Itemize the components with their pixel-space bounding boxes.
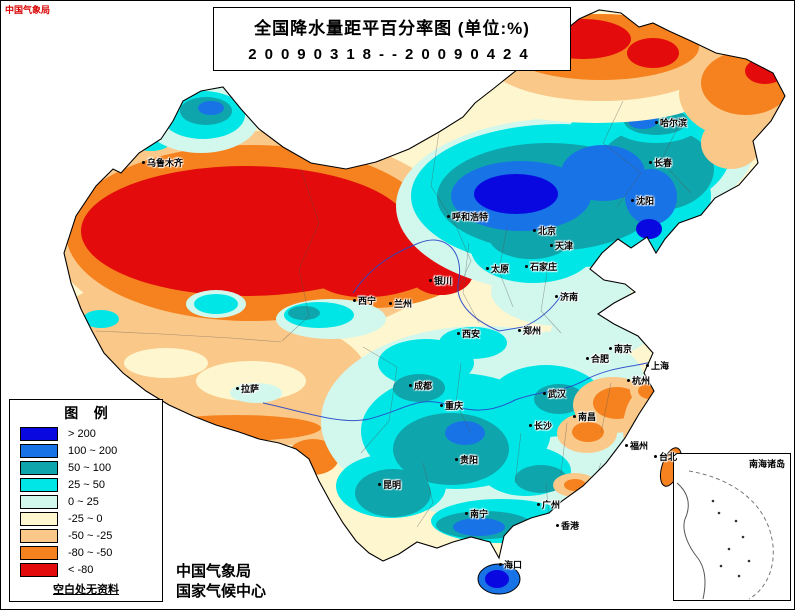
inset-islands: [711, 499, 751, 578]
legend-no-data-note: 空白处无资料: [53, 584, 119, 596]
legend-swatch: [20, 545, 58, 560]
legend-item: 50 ~ 100: [10, 460, 162, 475]
china-outline: [63, 9, 786, 562]
legend-label: 50 ~ 100: [68, 461, 112, 474]
legend-swatch: [20, 494, 58, 509]
inset-dash-line: [688, 470, 774, 600]
legend-item: < -80: [10, 562, 162, 577]
legend-item: -50 ~ -25: [10, 528, 162, 543]
legend-label: 25 ~ 50: [68, 478, 106, 491]
inset-label: 南海诸岛: [749, 458, 785, 469]
legend-swatch: [20, 460, 58, 475]
legend-header: 图 例: [64, 405, 108, 421]
corner-watermark: 中国气象局: [5, 5, 51, 15]
province-borders: [95, 100, 692, 528]
inset-frame: [673, 453, 791, 601]
legend-label: 0 ~ 25: [68, 495, 99, 508]
map-title: 全国降水量距平百分率图 (单位:%): [254, 19, 530, 38]
legend-item: 25 ~ 50: [10, 477, 162, 492]
rivers: [262, 239, 652, 422]
hainan-island: [477, 563, 521, 595]
attribution-line2: 国家气候中心: [176, 583, 267, 600]
legend-label: -80 ~ -50: [68, 546, 113, 559]
legend-item: 100 ~ 200: [10, 443, 162, 458]
legend-label: < -80: [68, 563, 94, 576]
legend-label: -25 ~ 0: [68, 512, 103, 525]
legend-item: -80 ~ -50: [10, 545, 162, 560]
legend-item: > 200: [10, 426, 162, 441]
title-box: 全国降水量距平百分率图 (单位:%) 20090318--20090424: [213, 7, 571, 71]
legend-label: > 200: [68, 427, 96, 440]
legend-rows: > 200 100 ~ 200 50 ~ 100 25 ~ 50 0 ~ 25 -25 ~…: [10, 426, 162, 577]
legend-swatch: [20, 511, 58, 526]
legend-label: -50 ~ -25: [68, 529, 113, 542]
legend-item: -25 ~ 0: [10, 511, 162, 526]
legend-label: 100 ~ 200: [68, 444, 118, 457]
legend-swatch: [20, 443, 58, 458]
attribution-line1: 中国气象局: [176, 563, 252, 580]
legend-swatch: [20, 562, 58, 577]
attribution: 中国气象局 国家气候中心: [176, 562, 266, 602]
legend-swatch: [20, 477, 58, 492]
inset-coastline: [676, 482, 706, 600]
legend-swatch: [20, 528, 58, 543]
legend-item: 0 ~ 25: [10, 494, 162, 509]
legend-swatch: [20, 426, 58, 441]
south-china-sea-inset: 南海诸岛: [673, 453, 791, 601]
date-range: 20090318--20090424: [248, 46, 536, 63]
legend: 图 例 > 200 100 ~ 200 50 ~ 100 25 ~ 50 0 ~ 25 -…: [9, 399, 163, 602]
